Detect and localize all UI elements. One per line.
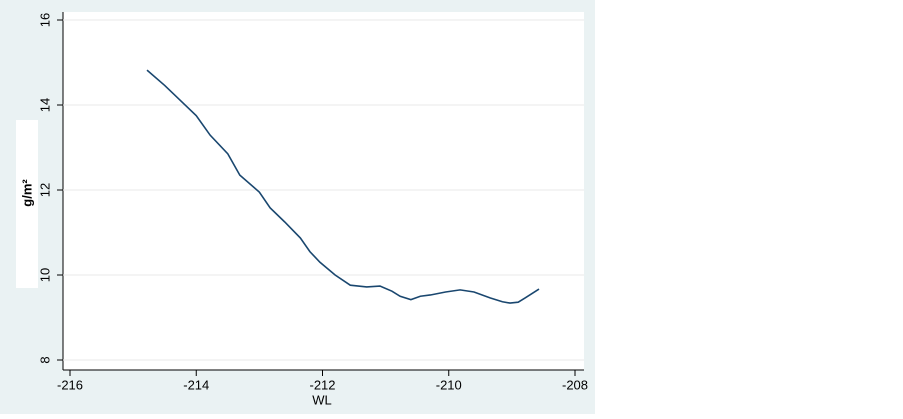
- x-tick-label: -214: [183, 377, 209, 392]
- x-tick-label: -210: [436, 377, 462, 392]
- data-line: [146, 69, 540, 304]
- y-tick-label: 14: [37, 98, 52, 112]
- y-tick-label: 10: [37, 268, 52, 282]
- y-tick-label: 16: [37, 13, 52, 27]
- plot-area: [63, 12, 584, 370]
- x-tick-label: -212: [309, 377, 335, 392]
- x-tick-label: -208: [562, 377, 588, 392]
- y-tick-label: 8: [37, 356, 52, 363]
- y-title-box: [16, 120, 38, 288]
- x-axis-title: WL: [312, 392, 332, 407]
- x-tick-label: -216: [57, 377, 83, 392]
- y-axis-title: g/m²: [19, 179, 34, 207]
- y-tick-label: 12: [37, 183, 52, 197]
